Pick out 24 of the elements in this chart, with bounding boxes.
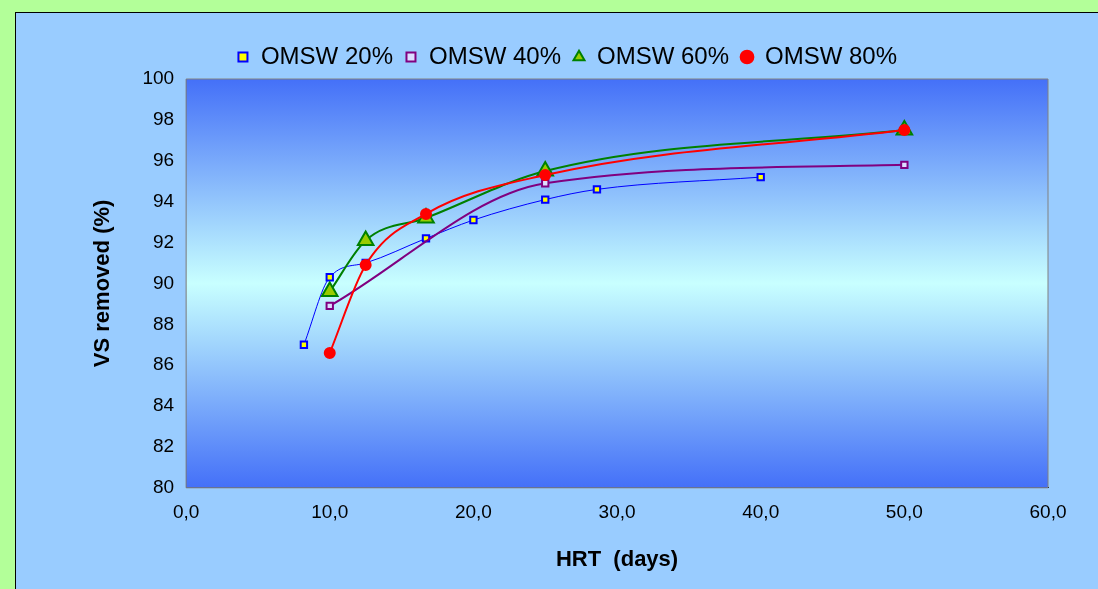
legend-label: OMSW 80% (765, 41, 898, 69)
x-tick-label: 20,0 (454, 501, 492, 523)
x-tick-label: 50,0 (885, 501, 923, 523)
y-tick-label: 88 (152, 312, 175, 334)
legend-label: OMSW 40% (428, 41, 562, 69)
y-tick-label: 84 (152, 394, 175, 416)
y-tick-label: 94 (152, 189, 175, 211)
y-tick-label: 96 (152, 148, 175, 170)
legend-label: OMSW 60% (597, 41, 730, 69)
y-tick-label: 90 (152, 271, 175, 293)
y-tick-label: 86 (152, 353, 175, 375)
y-tick-label: 92 (152, 230, 175, 252)
x-tick-label: 40,0 (742, 501, 780, 523)
x-tick-label: 10,0 (311, 501, 349, 523)
y-axis-title: VS removed (%) (89, 199, 115, 368)
y-tick-label: 80 (152, 476, 175, 498)
x-axis-title: HRT (days) (555, 545, 679, 571)
x-tick-label: 60,0 (1029, 501, 1067, 523)
legend-label: OMSW 20% (260, 41, 393, 69)
y-tick-label: 98 (152, 108, 175, 130)
x-tick-label: 30,0 (598, 501, 636, 523)
x-tick-label: 0,0 (172, 501, 200, 523)
y-tick-label: 82 (152, 435, 175, 457)
y-tick-label: 100 (142, 67, 175, 89)
